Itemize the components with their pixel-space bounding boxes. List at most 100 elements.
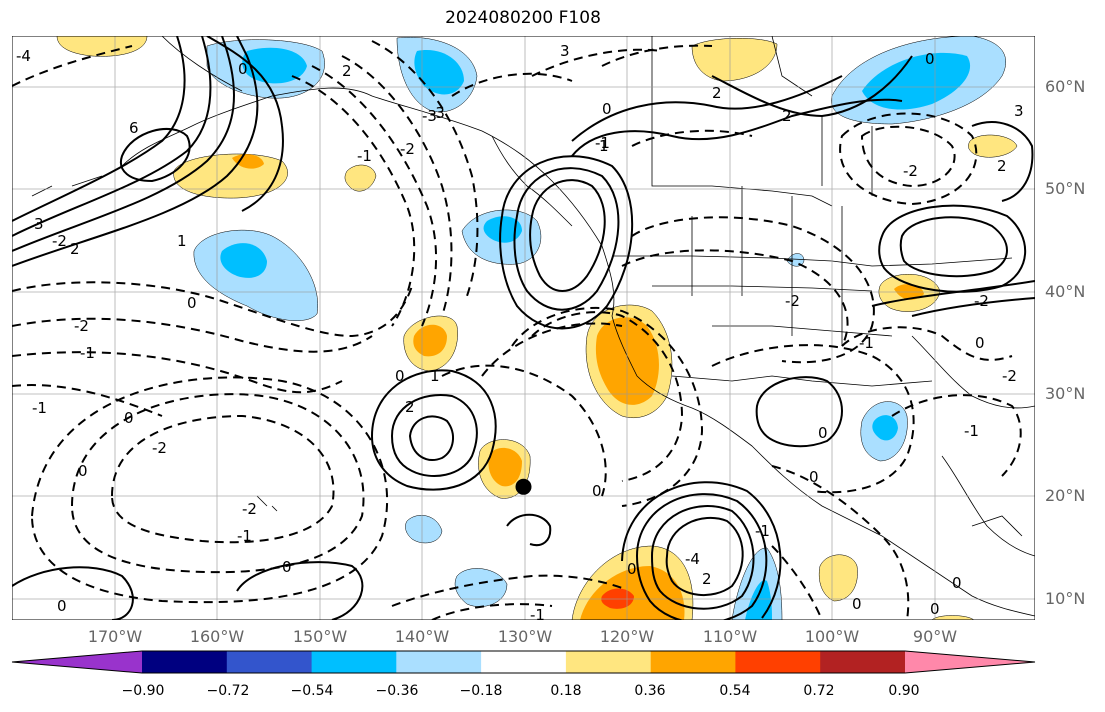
contour-label: -1 (859, 334, 874, 352)
negative-anomaly-core (220, 243, 267, 278)
contour-label: 0 (187, 294, 197, 312)
contour-label: -1 (530, 606, 545, 620)
contour-label: -2 (52, 232, 67, 250)
storm-center-marker (515, 478, 532, 495)
positive-anomaly-region (968, 134, 1018, 158)
contour-label: -1 (80, 344, 95, 362)
colorbar-tick: 0.18 (550, 683, 582, 699)
colorbar-bin (226, 651, 313, 673)
colorbar-bin (735, 651, 821, 673)
contour-label: 2 (405, 398, 415, 416)
contour-label: 0 (395, 367, 405, 385)
colorbar-tick: −0.18 (459, 683, 503, 699)
map-title: 2024080200 F108 (445, 8, 601, 28)
lat-label-20n: 20°N (1045, 486, 1086, 505)
contour-label: 1 (177, 232, 187, 250)
contour-label: 3 (560, 42, 570, 60)
contour-label: 0 (78, 462, 88, 480)
contour-label: 0 (57, 597, 67, 615)
contour-label: 0 (809, 468, 819, 486)
contour-label: 0 (930, 600, 940, 618)
positive-anomaly-core (580, 566, 685, 620)
contour-label: -4 (685, 550, 700, 568)
colorbar-tick: −0.54 (290, 683, 334, 699)
contour-label: -1 (595, 134, 610, 152)
contour-label: -4 (16, 47, 31, 65)
contour-label: -3 (422, 107, 437, 125)
colorbar-under-triangle (12, 651, 142, 673)
positive-anomaly-region (173, 153, 288, 199)
colorbar-tick: 0.54 (719, 683, 751, 699)
negative-anomaly-region (405, 515, 443, 544)
contour-label: -2 (242, 500, 257, 518)
lon-label-130w: 130°W (497, 627, 553, 646)
lat-label-30n: 30°N (1045, 384, 1086, 403)
contour-label: 6 (129, 119, 139, 137)
lon-label-110w: 110°W (702, 627, 758, 646)
lon-label-100w: 100°W (804, 627, 860, 646)
contour-label: -2 (903, 162, 918, 180)
contour-label: 0 (124, 409, 134, 427)
contour-label: 3 (1014, 102, 1024, 120)
contour-label: -2 (785, 292, 800, 310)
contour-label: 0 (975, 334, 985, 352)
negative-anomaly-core (745, 580, 772, 620)
colorbar-bin (142, 651, 228, 673)
lon-label-120w: 120°W (599, 627, 655, 646)
colorbar-bin (396, 651, 482, 673)
contour-label: -1 (755, 522, 770, 540)
lat-label-40n: 40°N (1045, 282, 1086, 301)
contour-label: -1 (237, 527, 252, 545)
contour-label: 0 (818, 424, 828, 442)
colorbar-bin (565, 651, 652, 673)
lon-label-170w: 170°W (87, 627, 143, 646)
colorbar-over-triangle (905, 651, 1035, 673)
contour-label: 0 (852, 595, 862, 613)
colorbar-tick: −0.36 (375, 683, 419, 699)
positive-anomaly-core (232, 154, 264, 169)
lat-label-10n: 10°N (1045, 589, 1086, 608)
lon-label-160w: 160°W (189, 627, 245, 646)
contour-label: 1 (430, 367, 440, 385)
lat-label-60n: 60°N (1045, 77, 1086, 96)
contour-label: 1 (599, 137, 609, 155)
contour-label: -3 (430, 104, 445, 122)
colorbar-tick: −0.72 (206, 683, 250, 699)
contour-label: -2 (974, 292, 989, 310)
negative-anomaly-core (872, 415, 898, 441)
positive-anomaly-region (56, 36, 148, 57)
colorbar-tick: 0.36 (634, 683, 666, 699)
colorbar (11, 650, 1036, 674)
colorbar-bin (650, 651, 736, 673)
contour-label: 0 (952, 574, 962, 592)
contour-label: -2 (400, 140, 415, 158)
contour-labels: -4 6 -3 2 -1 -2 0 1 3 -2 3 2 2 1 0 -2 -1… (16, 42, 1024, 620)
colorbar-tick: 0.90 (888, 683, 920, 699)
lon-label-90w: 90°W (912, 627, 958, 646)
colorbar-tick: 0.72 (803, 683, 835, 699)
positive-anomaly-region (691, 38, 778, 82)
positive-anomaly-region (344, 164, 377, 192)
gridlines (12, 36, 1035, 620)
contour-label: -1 (357, 147, 372, 165)
contour-label: 0 (282, 558, 292, 576)
contour-layer (12, 36, 1035, 620)
negative-anomaly-region (454, 568, 508, 607)
colorbar-bin (820, 651, 906, 673)
map-panel: -4 6 -3 2 -1 -2 0 1 3 -2 3 2 2 1 0 -2 -1… (12, 36, 1035, 620)
contour-label: 0 (602, 100, 612, 118)
contour-label: 2 (70, 240, 80, 258)
colorbar-tick: −0.90 (121, 683, 165, 699)
colorbar-outline (11, 650, 1036, 674)
positive-anomaly-core (488, 447, 522, 487)
contour-label: 2 (997, 157, 1007, 175)
negative-anomaly-core (862, 52, 971, 110)
negative-anomaly-core (242, 47, 307, 84)
negative-anomaly-core (414, 50, 464, 95)
contour-label: -2 (1002, 367, 1017, 385)
lon-label-150w: 150°W (292, 627, 348, 646)
contour-label: 2 (702, 570, 712, 588)
lon-label-140w: 140°W (394, 627, 450, 646)
positive-anomaly-core (595, 317, 659, 405)
contour-label: 0 (238, 60, 248, 78)
